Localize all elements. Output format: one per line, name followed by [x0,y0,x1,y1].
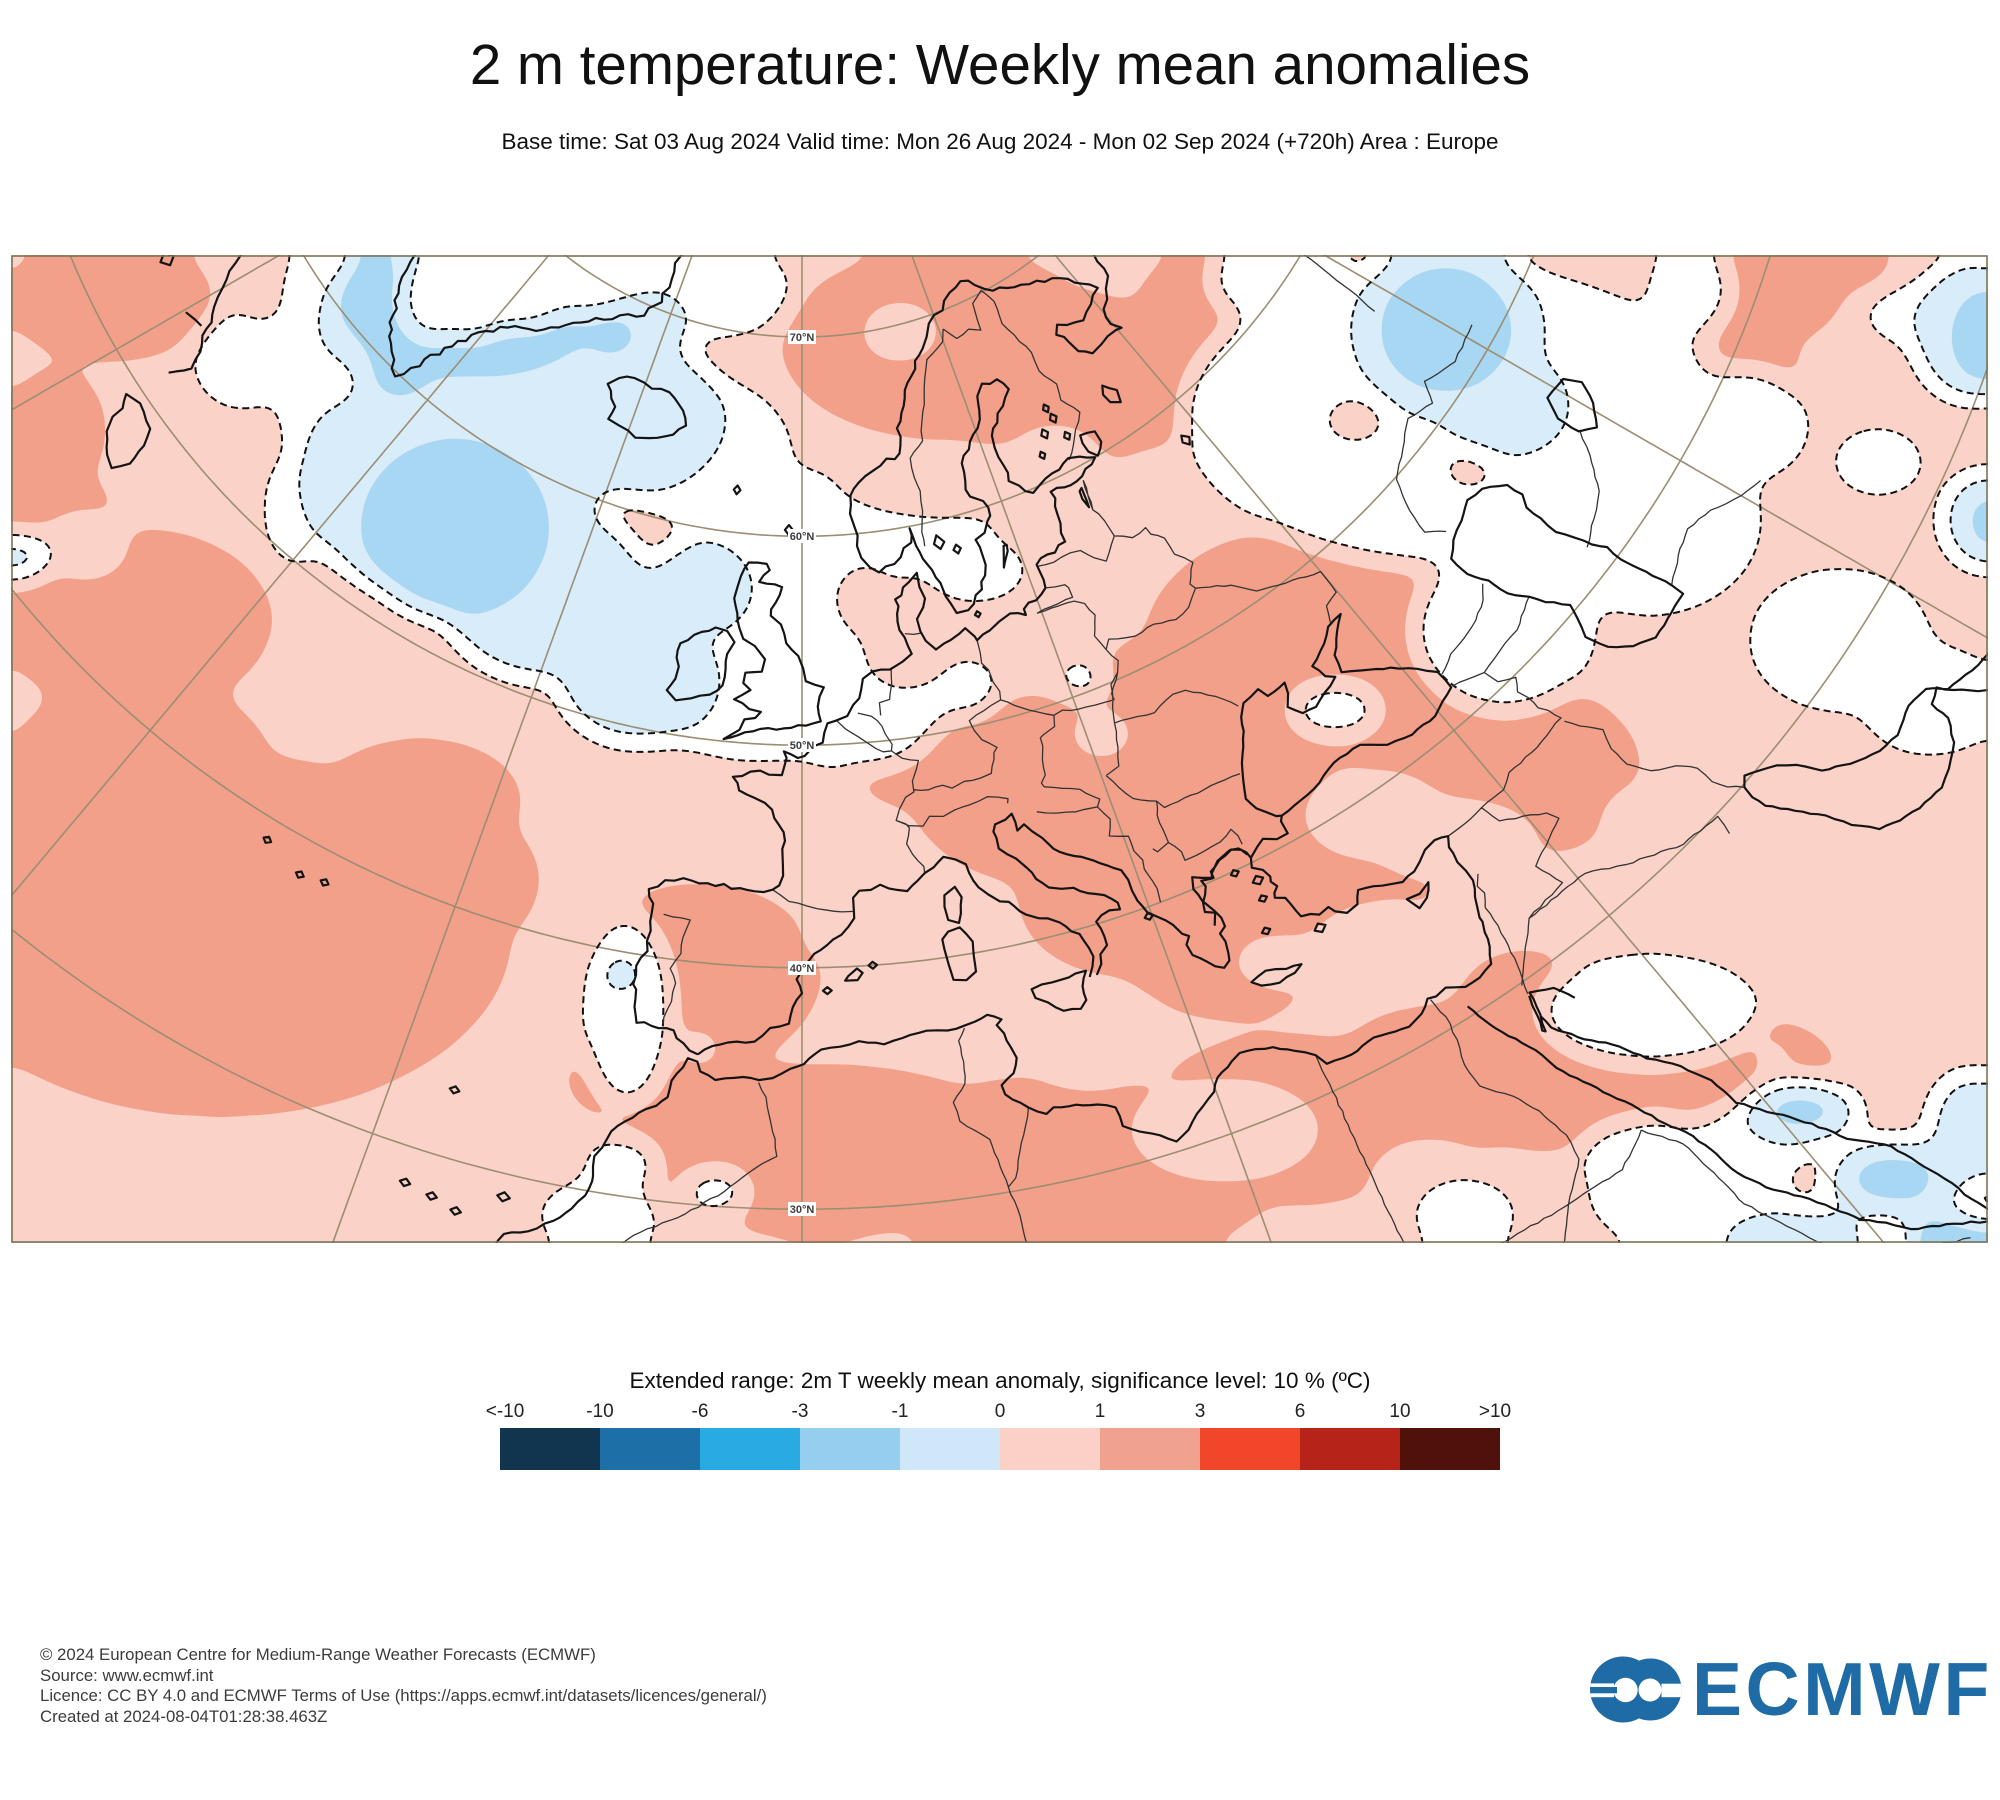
svg-text:50°N: 50°N [790,740,815,752]
svg-text:60°N: 60°N [790,531,815,543]
svg-text:40°N: 40°N [790,963,815,975]
svg-text:70°N: 70°N [790,332,815,344]
svg-text:ECMWF: ECMWF [1692,1650,1993,1731]
svg-text:30°N: 30°N [790,1204,815,1216]
